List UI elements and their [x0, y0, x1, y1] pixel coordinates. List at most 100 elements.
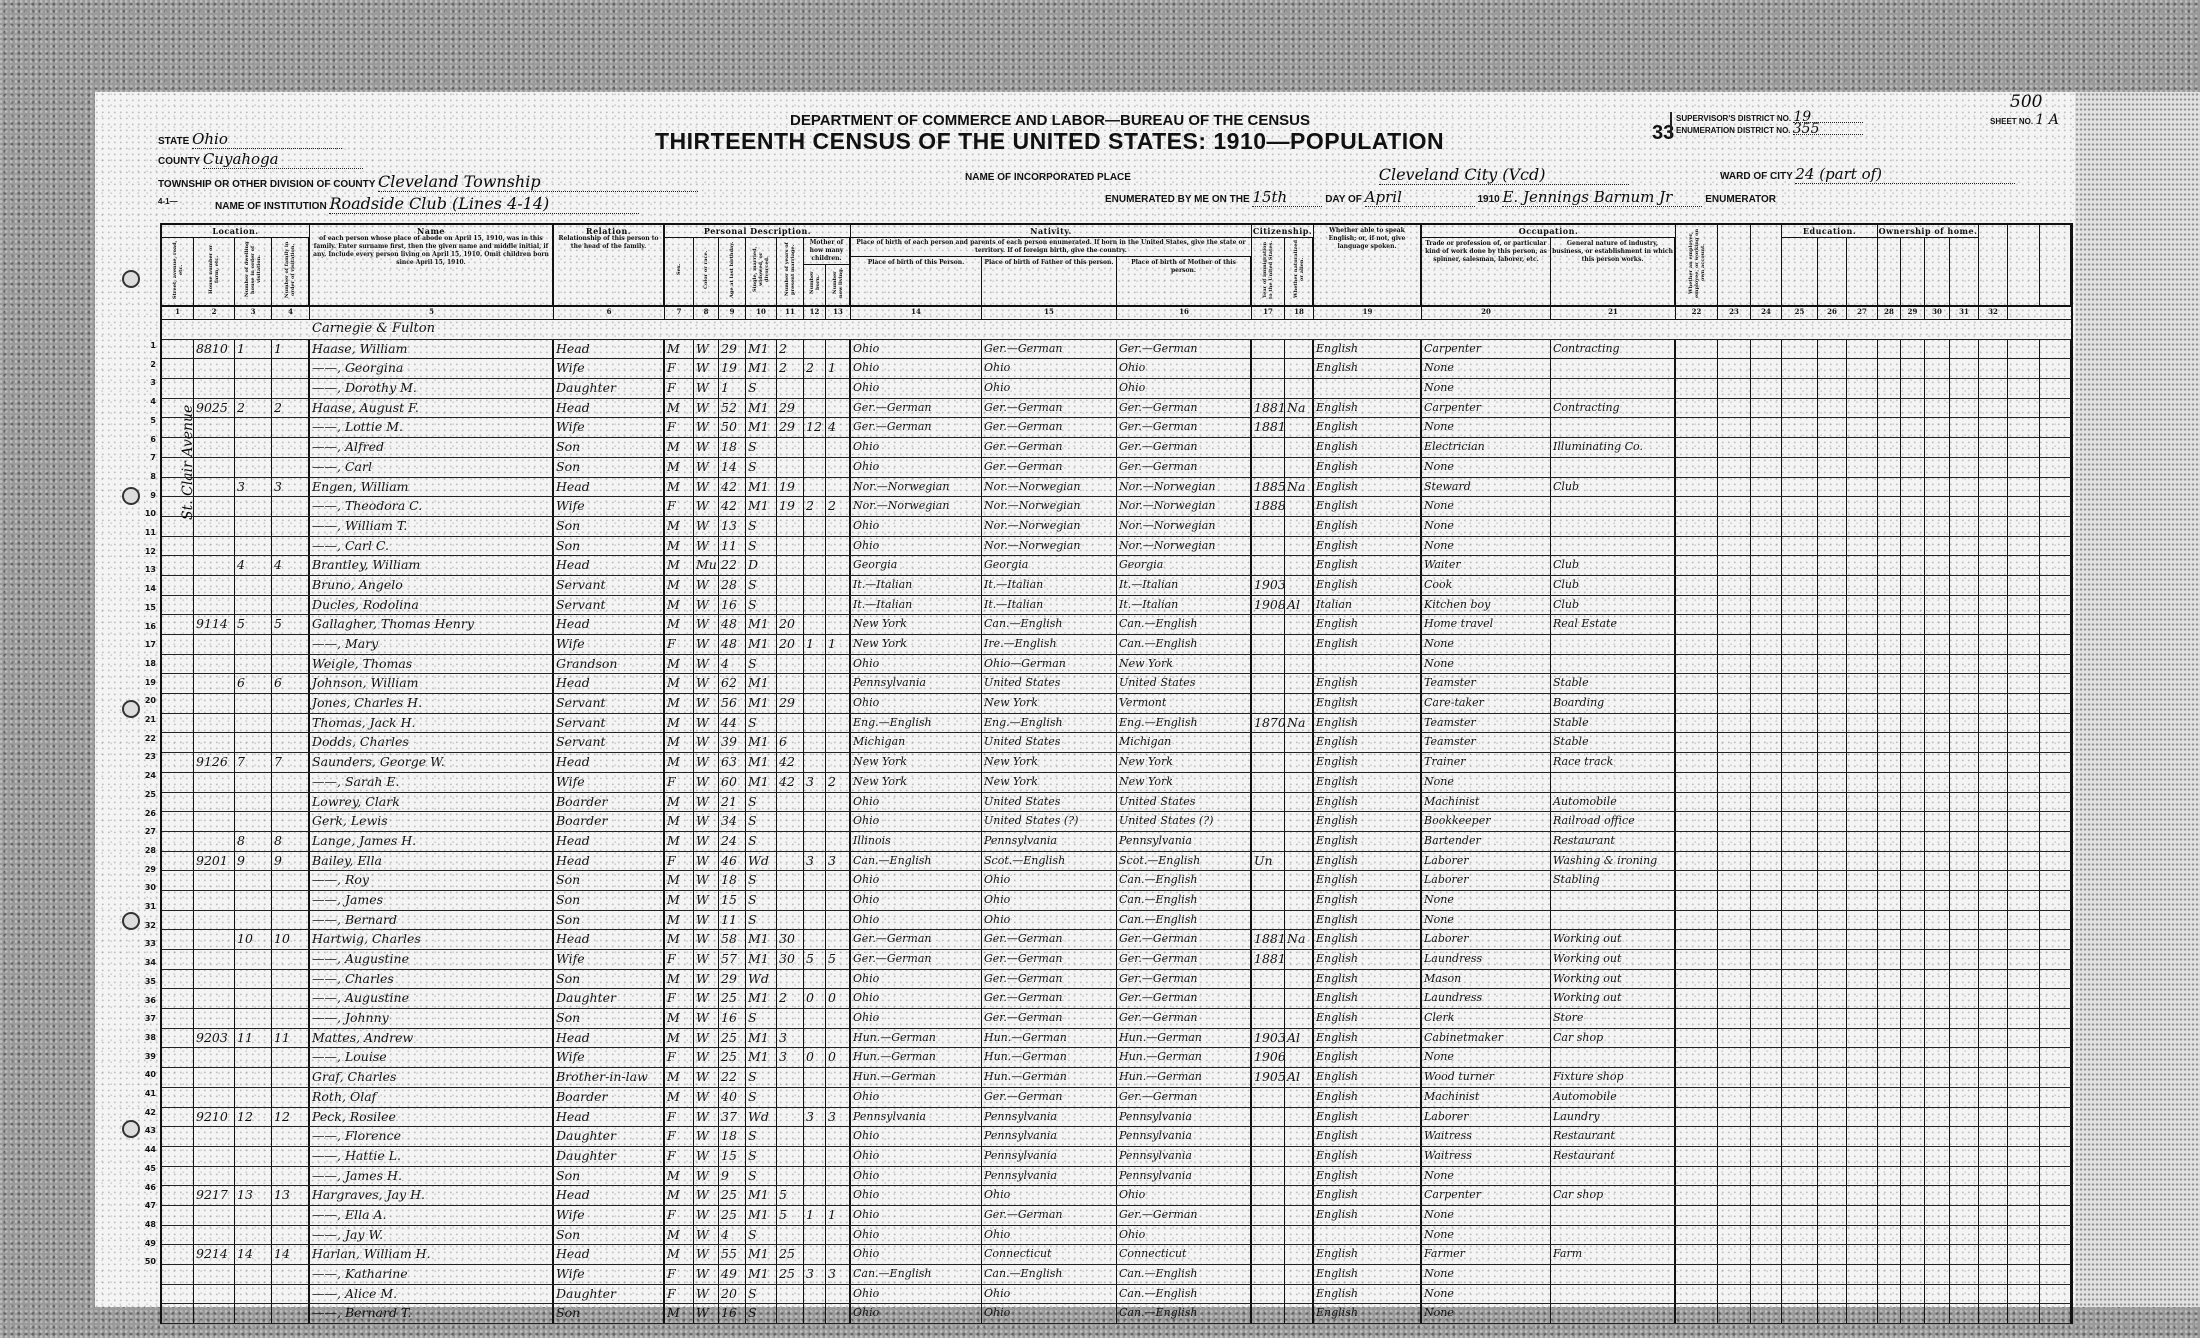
cell-x29 — [1901, 694, 1925, 713]
line-number: 3 — [150, 378, 156, 388]
table-row: ——, James Son M W 15 S Ohio Ohio Can.—English Eng… — [162, 890, 2071, 911]
cell-industry: Automobile — [1551, 1087, 1676, 1107]
cell-x28 — [1878, 772, 1901, 792]
cell-imm: 1905 — [1252, 1068, 1285, 1087]
cell-age: 52 — [719, 398, 746, 418]
cell-father: New York — [982, 694, 1117, 713]
cell-x29 — [1901, 1068, 1925, 1087]
cell-industry: Contracting — [1551, 398, 1676, 418]
cell-family: 3 — [272, 477, 310, 497]
cell-mother: New York — [1117, 772, 1252, 792]
cell-sex: F — [665, 950, 694, 969]
cell-x29 — [1901, 1166, 1925, 1186]
cell-x34 — [2040, 418, 2071, 438]
cell-x27 — [1847, 1028, 1878, 1048]
cell-x30 — [1925, 890, 1950, 910]
cell-living: 0 — [826, 1048, 851, 1068]
cell-marital: S — [746, 910, 777, 930]
column-number: 24 — [1751, 307, 1782, 319]
cell-name: ——, Alice M. — [310, 1284, 554, 1304]
cell-dwelling — [235, 733, 272, 753]
cell-x33 — [2008, 1107, 2040, 1127]
cell-x27 — [1847, 575, 1878, 595]
cell-x32 — [1979, 733, 2008, 753]
cell-x33 — [2008, 654, 2040, 674]
cell-house: 9203 — [194, 1028, 235, 1048]
cell-x26 — [1818, 1166, 1847, 1186]
cell-race: W — [694, 1284, 719, 1304]
table-row: 9201 9 9 Bailey, Ella Head F W 46 Wd 3 3 Can.—Engli… — [162, 851, 2071, 872]
cell-x30 — [1925, 1265, 1950, 1284]
cell-years — [777, 969, 804, 989]
cell-language: Italian — [1314, 595, 1422, 615]
cell-years — [777, 851, 804, 871]
cell-x26 — [1818, 930, 1847, 949]
cell-imm — [1252, 694, 1285, 713]
cell-occupation: Laborer — [1422, 871, 1551, 890]
cell-x23 — [1718, 969, 1751, 989]
cell-nat — [1285, 1245, 1314, 1264]
cell-x26 — [1818, 457, 1847, 477]
cell-birthplace: Can.—English — [851, 1265, 982, 1284]
cell-family: 6 — [272, 674, 310, 694]
cell-x24 — [1751, 595, 1782, 615]
header-text: Trade or profession of, or particular ki… — [1425, 240, 1547, 263]
cell-x28 — [1878, 989, 1901, 1009]
cell-x26 — [1818, 575, 1847, 595]
cell-house — [194, 1284, 235, 1304]
table-row: Graf, Charles Brother-in-law M W 22 S Hun.—Ger… — [162, 1068, 2071, 1088]
cell-living — [826, 595, 851, 615]
cell-family — [272, 1304, 310, 1324]
cell-living — [826, 792, 851, 812]
cell-x32 — [1979, 792, 2008, 812]
cell-x32 — [1979, 1284, 2008, 1304]
cell-x30 — [1925, 398, 1950, 418]
cell-nat — [1285, 1304, 1314, 1324]
cell-x27 — [1847, 910, 1878, 930]
cell-x33 — [2008, 1284, 2040, 1304]
cell-x30 — [1925, 1245, 1950, 1264]
cell-imm — [1252, 674, 1285, 694]
table-row: Gerk, Lewis Boarder M W 34 S Ohio United States… — [162, 812, 2071, 832]
cell-x23 — [1718, 398, 1751, 418]
cell-relation: Son — [554, 516, 665, 536]
cell-x28 — [1878, 1304, 1901, 1324]
cell-sex: M — [665, 890, 694, 910]
cell-x33 — [2008, 753, 2040, 772]
cell-age: 46 — [719, 851, 746, 871]
supervisor-label: Supervisor's District No. — [1676, 114, 1792, 123]
cell-race: W — [694, 418, 719, 438]
cell-father: Can.—English — [982, 615, 1117, 634]
cell-x22 — [1676, 398, 1718, 418]
cell-imm — [1252, 359, 1285, 379]
header-text: Place of birth of Father of this person. — [984, 259, 1114, 266]
cell-relation: Head — [554, 339, 665, 359]
cell-x30 — [1925, 1048, 1950, 1068]
group-heading: Relation. — [585, 226, 632, 236]
cell-imm — [1252, 772, 1285, 792]
cell-name: ——, Katharine — [310, 1265, 554, 1284]
cell-living: 5 — [826, 950, 851, 969]
cell-imm — [1252, 635, 1285, 654]
cell-x26 — [1818, 733, 1847, 753]
cell-x28 — [1878, 713, 1901, 733]
cell-sex: M — [665, 477, 694, 497]
cell-relation: Head — [554, 1028, 665, 1048]
cell-marital: M1 — [746, 989, 777, 1009]
cell-occupation: None — [1422, 359, 1551, 379]
cell-x27 — [1847, 930, 1878, 949]
cell-x26 — [1818, 339, 1847, 359]
table-row: 9217 13 13 Hargraves, Jay H. Head M W 25 M1 5 Ohio… — [162, 1186, 2071, 1206]
cell-x33 — [2008, 1265, 2040, 1284]
cell-age: 16 — [719, 595, 746, 615]
line-number: 28 — [144, 845, 156, 855]
cell-x29 — [1901, 772, 1925, 792]
cell-house: 9210 — [194, 1107, 235, 1127]
cell-living — [826, 398, 851, 418]
cell-x32 — [1979, 359, 2008, 379]
cell-language: English — [1314, 1205, 1422, 1225]
cell-nat — [1285, 1146, 1314, 1166]
table-row: ——, Augustine Daughter F W 25 M1 2 0 0 Ohio Ger.—G… — [162, 989, 2071, 1010]
cell-x28 — [1878, 379, 1901, 398]
cell-language: English — [1314, 910, 1422, 930]
